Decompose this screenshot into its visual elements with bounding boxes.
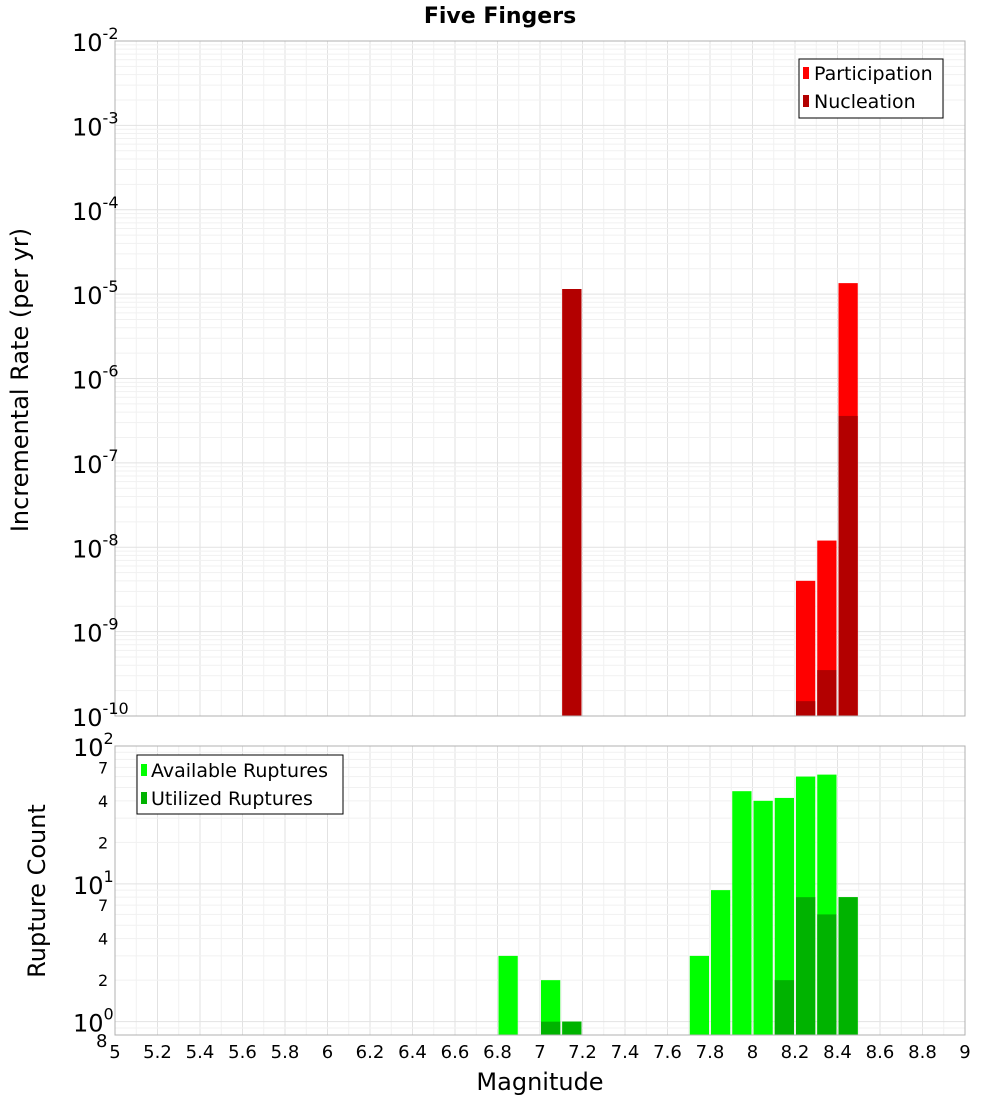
rate-bar-nucleation xyxy=(838,415,858,716)
x-tick-label: 6.6 xyxy=(441,1042,470,1063)
x-tick-label: 8.8 xyxy=(908,1042,937,1063)
x-tick-label: 6.4 xyxy=(398,1042,427,1063)
rate-legend-box xyxy=(798,58,944,119)
count-y-tick-label: 101 xyxy=(73,867,114,900)
count-plot-frame xyxy=(114,745,966,1036)
rate-y-tick-label: 10-7 xyxy=(72,446,119,479)
x-tick-label: 7.2 xyxy=(568,1042,597,1063)
rate-y-tick-label: 10-2 xyxy=(72,24,119,57)
x-tick-label: 8.2 xyxy=(781,1042,810,1063)
count-y-tick-label: 4 xyxy=(98,930,108,949)
x-tick-label: 5.6 xyxy=(228,1042,257,1063)
count-y-tick-label: 100 xyxy=(73,1005,114,1038)
legend-label-available: Available Ruptures xyxy=(151,760,328,782)
legend-swatch-participation xyxy=(803,67,809,79)
count-bar-available-ruptures xyxy=(498,955,518,1035)
count-legend: Available Ruptures Utilized Ruptures xyxy=(136,754,344,815)
legend-label-nucleation: Nucleation xyxy=(814,91,916,113)
legend-swatch-available xyxy=(141,764,147,776)
x-tick-label: 7.6 xyxy=(653,1042,682,1063)
x-tick-label: 6.8 xyxy=(483,1042,512,1063)
rate-bar-nucleation xyxy=(562,289,582,716)
count-y-tick-label: 2 xyxy=(98,833,108,852)
x-tick-label: 7 xyxy=(534,1042,545,1063)
legend-swatch-utilized xyxy=(141,792,147,804)
count-bar-utilized-ruptures xyxy=(774,980,794,1035)
rate-bar-nucleation xyxy=(796,701,816,716)
count-plot-bars xyxy=(498,774,858,1035)
count-y-tick-label: 7 xyxy=(98,758,108,777)
count-bar-available-ruptures xyxy=(689,955,709,1035)
rate-plot-frame xyxy=(114,40,966,717)
rate-y-tick-label: 10-5 xyxy=(72,277,119,310)
x-ticks: 5 5.2 5.4 5.6 5.8 6 6.2 6.4 6.6 6.8 7 7.2 7.4 7.6 7.8 8… xyxy=(109,1042,970,1063)
count-y-tick-label: 4 xyxy=(98,792,108,811)
rate-plot-grid xyxy=(114,40,966,717)
x-tick-label: 8 xyxy=(747,1042,758,1063)
legend-swatch-nucleation xyxy=(803,95,809,107)
x-tick-label: 9 xyxy=(959,1042,970,1063)
rate-plot-bars xyxy=(562,283,858,716)
count-y-tick-label: 7 xyxy=(98,896,108,915)
count-bar-utilized-ruptures xyxy=(817,914,837,1035)
x-tick-label: 5.2 xyxy=(143,1042,172,1063)
count-bar-utilized-ruptures xyxy=(541,1021,561,1035)
count-bar-available-ruptures xyxy=(753,800,773,1035)
count-bar-available-ruptures xyxy=(732,791,752,1035)
x-tick-label: 5.8 xyxy=(271,1042,300,1063)
rate-legend: Participation Nucleation xyxy=(798,58,944,119)
x-tick-label: 6.2 xyxy=(356,1042,385,1063)
rate-y-tick-label: 10-8 xyxy=(72,530,119,563)
x-tick-label: 8.6 xyxy=(866,1042,895,1063)
rate-plot-panel: 10-2 10-3 10-4 10-5 10-6 10-7 10-8 10-9 10-10 In… xyxy=(6,24,966,732)
rate-y-tick-label: 10-6 xyxy=(72,362,119,395)
x-tick-label: 5.4 xyxy=(186,1042,215,1063)
rate-y-tick-label: 10-3 xyxy=(72,108,119,141)
rate-y-axis-title: Incremental Rate (per yr) xyxy=(6,228,34,532)
count-y-tick-label: 102 xyxy=(73,729,114,762)
x-tick-label: 5 xyxy=(109,1042,120,1063)
x-tick-label: 7.8 xyxy=(696,1042,725,1063)
rate-y-tick-label: 10-4 xyxy=(72,193,119,226)
rate-bar-nucleation xyxy=(817,670,837,716)
count-bar-utilized-ruptures xyxy=(562,1021,582,1035)
x-tick-label: 8.4 xyxy=(823,1042,852,1063)
x-tick-label: 7.4 xyxy=(611,1042,640,1063)
count-bar-utilized-ruptures xyxy=(838,897,858,1035)
count-y-tick-label: 2 xyxy=(98,971,108,990)
count-bar-utilized-ruptures xyxy=(796,897,816,1035)
rate-y-tick-label: 10-10 xyxy=(72,699,129,732)
legend-label-utilized: Utilized Ruptures xyxy=(151,788,313,810)
count-bar-available-ruptures xyxy=(774,797,794,1035)
count-bar-available-ruptures xyxy=(541,980,561,1035)
x-tick-label: 6 xyxy=(322,1042,333,1063)
chart-title: Five Fingers xyxy=(424,4,576,29)
x-axis-title: Magnitude xyxy=(476,1068,603,1096)
count-legend-box xyxy=(136,754,344,815)
count-bar-available-ruptures xyxy=(711,890,731,1035)
rate-bar-participation xyxy=(796,580,816,716)
rate-y-ticks: 10-2 10-3 10-4 10-5 10-6 10-7 10-8 10-9 10-10 xyxy=(72,24,129,732)
rate-y-tick-label: 10-9 xyxy=(72,615,119,648)
count-y-tick-label: 8 xyxy=(96,1031,107,1052)
count-y-axis-title: Rupture Count xyxy=(23,804,51,978)
legend-label-participation: Participation xyxy=(814,63,933,85)
